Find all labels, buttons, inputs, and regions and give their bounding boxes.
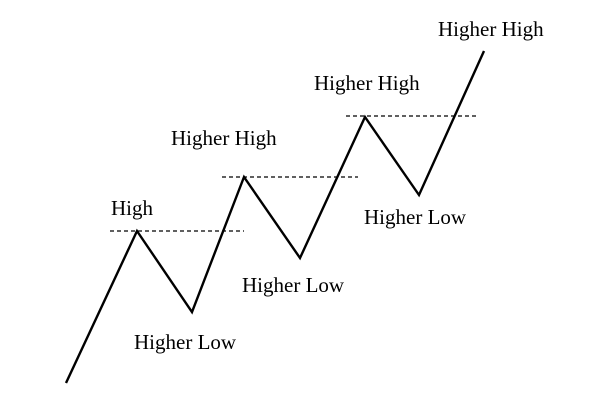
label-higher-low-3: Higher Low	[364, 205, 467, 229]
label-higher-high-1: Higher High	[171, 126, 277, 150]
label-high: High	[111, 196, 153, 220]
label-higher-low-1: Higher Low	[134, 330, 237, 354]
label-higher-high-2: Higher High	[314, 71, 420, 95]
price-path	[64, 50, 486, 384]
label-higher-low-2: Higher Low	[242, 273, 345, 297]
label-higher-high-3: Higher High	[438, 17, 544, 41]
